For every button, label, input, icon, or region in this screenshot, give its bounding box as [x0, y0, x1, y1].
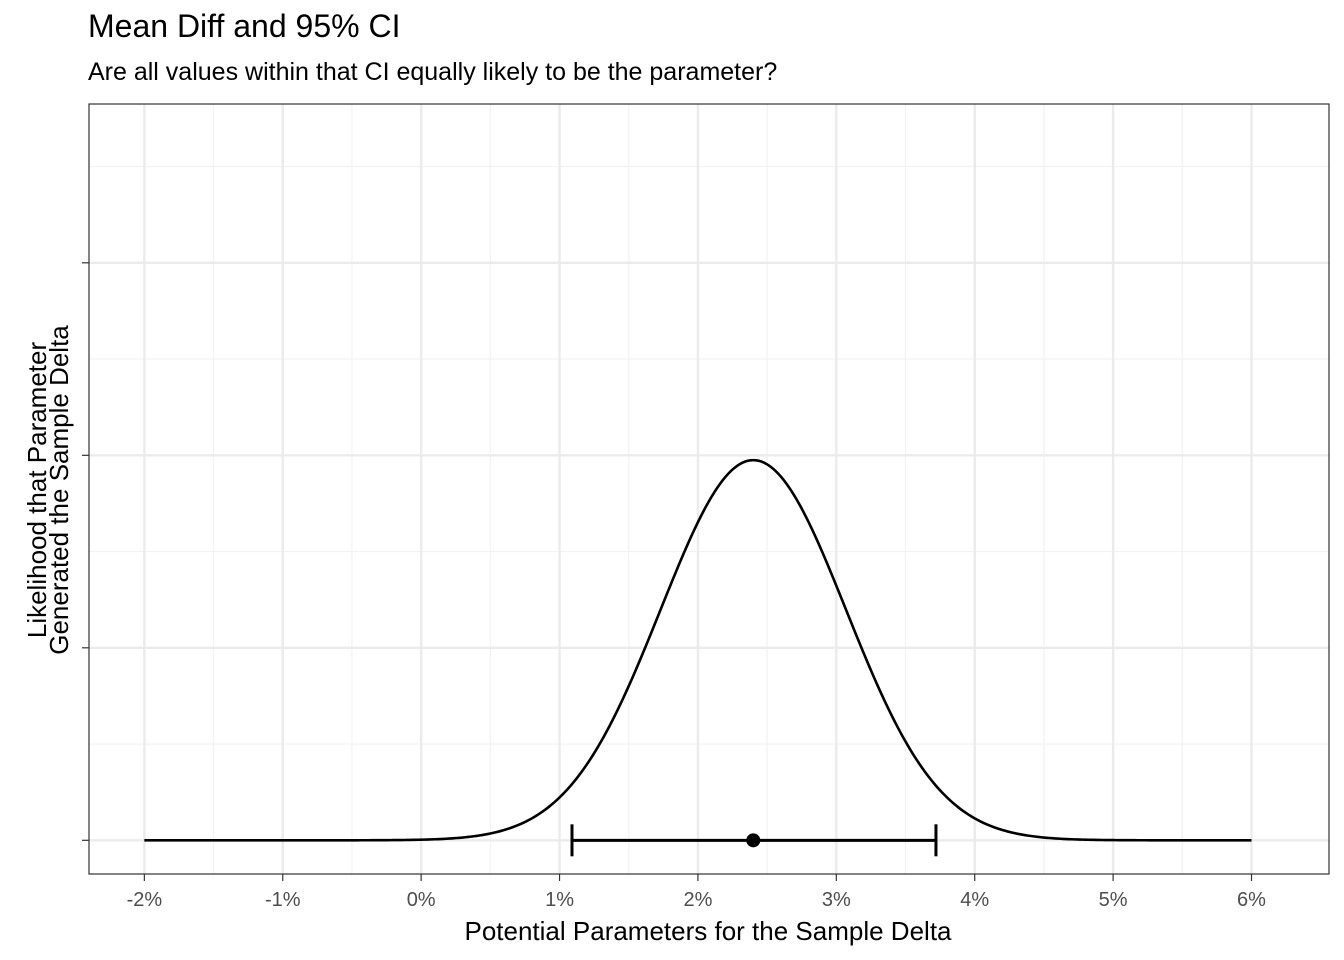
data-layer: [144, 458, 1252, 857]
x-tick-label: 3%: [822, 889, 851, 911]
x-tick-label: 4%: [960, 889, 989, 911]
x-tick-label: -1%: [265, 889, 301, 911]
point-estimate: [746, 833, 761, 848]
panel-background: [89, 104, 1329, 874]
y-axis-title-line-2: Generated the Sample Delta: [44, 325, 74, 655]
grid-layer: [89, 104, 1329, 874]
x-tick-label: 6%: [1237, 889, 1266, 911]
x-tick-label: 0%: [407, 889, 436, 911]
x-tick-label: 1%: [545, 889, 574, 911]
panel-border: [88, 103, 1330, 875]
y-axis-title-line-1: Likelihood that Parameter: [22, 342, 52, 639]
x-tick-label: 5%: [1099, 889, 1128, 911]
x-axis-title: Potential Parameters for the Sample Delt…: [464, 916, 952, 946]
likelihood-curve: [144, 458, 1252, 842]
y-axis-title: Likelihood that Parameter Generated the …: [22, 325, 74, 655]
axis-layer: -2% -1% 0% 1% 2% 3% 4% 5% 6%: [82, 262, 1266, 911]
chart-title: Mean Diff and 95% CI: [88, 8, 401, 44]
x-tick-label: 2%: [683, 889, 712, 911]
chart-subtitle: Are all values within that CI equally li…: [88, 58, 778, 86]
x-tick-label: -2%: [127, 889, 163, 911]
